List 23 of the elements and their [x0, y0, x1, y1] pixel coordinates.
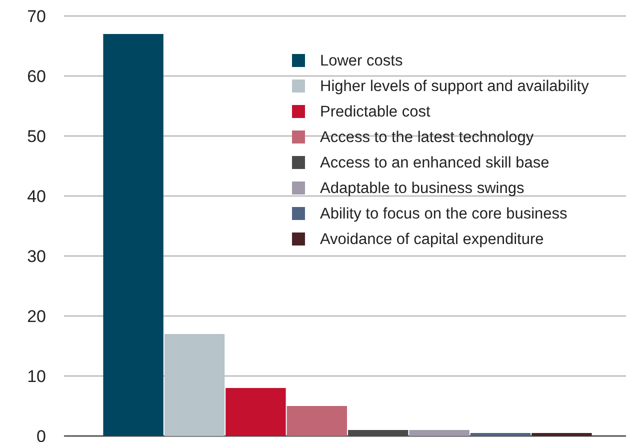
legend-label: Lower costs [320, 52, 403, 70]
bar [532, 433, 592, 436]
legend-label: Adaptable to business swings [320, 180, 524, 197]
bar [470, 433, 531, 436]
y-tick-label: 70 [27, 6, 46, 26]
legend-label: Ability to focus on the core business [320, 205, 568, 222]
bar [409, 430, 470, 436]
legend-label: Predictable cost [320, 103, 431, 120]
y-tick-label: 10 [27, 366, 46, 386]
y-tick-label: 50 [27, 126, 46, 146]
y-tick-label: 40 [27, 186, 46, 206]
bar [226, 388, 286, 436]
y-tick-label: 30 [27, 246, 46, 266]
legend-label: Access to an enhanced skill base [320, 154, 550, 172]
bar [103, 34, 164, 436]
legend-label: Avoidance of capital expenditure [320, 230, 544, 248]
y-tick-label: 60 [27, 66, 46, 86]
y-tick-label: 0 [36, 426, 46, 442]
bar [164, 334, 225, 436]
y-tick-label: 20 [27, 306, 46, 326]
bar [286, 406, 347, 436]
legend-label: Higher levels of support and availability [320, 78, 590, 95]
legend-label: Access to the latest technology [320, 128, 534, 146]
